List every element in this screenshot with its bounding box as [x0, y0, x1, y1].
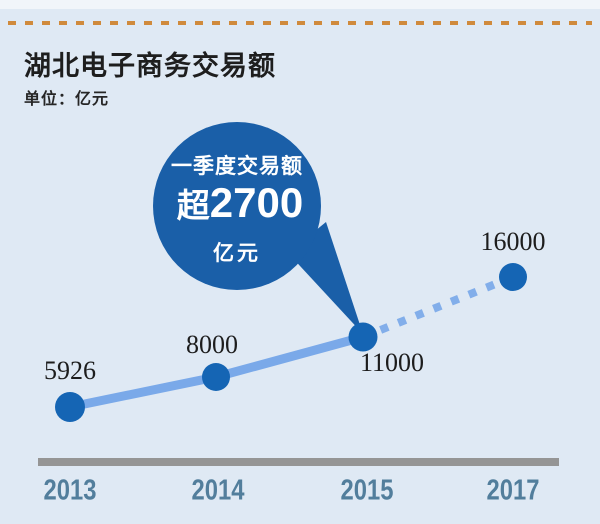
x-tick-2014: 2014 [191, 474, 245, 507]
top-highlight-strip [0, 0, 600, 9]
x-tick-2013: 2013 [43, 474, 97, 507]
bubble-highlight-value: 超 2700 [177, 179, 303, 227]
unit-label: 单位：亿元 [24, 91, 110, 108]
x-tick-2017: 2017 [486, 474, 540, 507]
data-point-2015 [348, 322, 378, 352]
value-label-2015: 11000 [359, 348, 425, 377]
bubble-unit: 亿元 [213, 242, 261, 265]
x-axis-bar [38, 458, 559, 466]
data-point-2017 [499, 263, 527, 291]
bubble-value: 2700 [209, 179, 304, 226]
bubble-caption: 一季度交易额 [171, 155, 303, 178]
value-label-2014: 8000 [186, 330, 238, 359]
data-point-2013 [55, 392, 85, 422]
bubble-value-prefix: 超 [176, 187, 210, 224]
value-label-2013: 5926 [44, 356, 96, 385]
x-tick-2015: 2015 [340, 474, 394, 507]
callout-bubble [153, 122, 321, 290]
value-label-2017: 16000 [480, 227, 546, 256]
page-title: 湖北电子商务交易额 [24, 51, 276, 81]
data-point-2014 [202, 363, 230, 391]
trend-line-dashed-projection [361, 273, 515, 341]
